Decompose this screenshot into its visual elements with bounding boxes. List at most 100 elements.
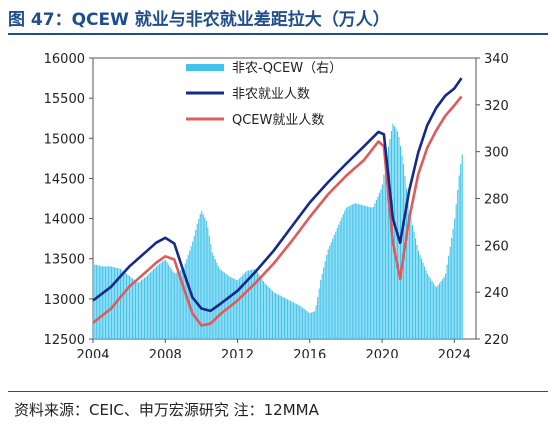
bar-mark bbox=[445, 273, 447, 339]
bar-mark bbox=[213, 255, 215, 339]
bar-mark bbox=[237, 280, 239, 339]
bar-mark bbox=[231, 277, 233, 339]
bar-mark bbox=[317, 297, 319, 339]
bar-mark bbox=[204, 217, 206, 339]
bar-mark bbox=[347, 206, 349, 339]
bar-mark bbox=[92, 264, 94, 339]
bar-mark bbox=[122, 271, 125, 339]
bar-mark bbox=[436, 287, 438, 339]
bar-mark bbox=[253, 269, 255, 339]
bar-mark bbox=[404, 176, 406, 339]
bar-mark bbox=[318, 288, 320, 339]
y-right-tick-label: 320 bbox=[484, 99, 509, 114]
bar-mark bbox=[119, 269, 122, 339]
bar-mark bbox=[375, 199, 377, 339]
bar-mark bbox=[118, 268, 120, 339]
bar-mark bbox=[268, 287, 271, 339]
bar-mark bbox=[448, 255, 450, 339]
bar-mark bbox=[262, 281, 265, 339]
bar-mark bbox=[387, 146, 389, 339]
bar-mark bbox=[205, 220, 207, 339]
bar-mark bbox=[171, 269, 173, 339]
bar-mark bbox=[356, 203, 358, 339]
bar-mark bbox=[351, 204, 353, 339]
bar-mark bbox=[405, 188, 408, 339]
bar-mark bbox=[145, 276, 147, 339]
bar-mark bbox=[265, 284, 268, 339]
legend-label-nfp: 非农就业人数 bbox=[232, 87, 310, 102]
bar-mark bbox=[134, 280, 137, 339]
bar-mark bbox=[416, 244, 418, 339]
bar-mark bbox=[410, 218, 412, 339]
bar-mark bbox=[411, 225, 414, 339]
bar-mark bbox=[342, 214, 344, 339]
bar-mark bbox=[210, 244, 212, 339]
y-right-tick-label: 240 bbox=[484, 286, 509, 301]
bar-mark bbox=[460, 164, 462, 339]
bar-mark bbox=[172, 271, 174, 339]
source-note: 资料来源：CEIC、申万宏源研究 注：12MMA bbox=[14, 401, 319, 419]
y-left-tick-label: 12500 bbox=[44, 333, 85, 348]
bar-mark bbox=[153, 269, 155, 339]
bar-mark bbox=[428, 276, 430, 339]
bar-mark bbox=[139, 281, 141, 339]
bar-mark bbox=[116, 268, 118, 339]
bar-mark bbox=[366, 206, 368, 339]
bar-mark bbox=[147, 275, 149, 339]
bar-mark bbox=[181, 269, 183, 339]
bar-mark bbox=[207, 227, 209, 339]
bar-mark bbox=[381, 184, 383, 339]
bar-mark bbox=[201, 210, 203, 339]
bar-mark bbox=[192, 241, 194, 339]
line-qcew-employment bbox=[92, 95, 463, 327]
bar-mark bbox=[458, 175, 460, 339]
bar-mark bbox=[335, 231, 337, 339]
bar-mark bbox=[378, 192, 380, 339]
bar-mark bbox=[437, 285, 439, 339]
bar-mark bbox=[294, 303, 296, 339]
bar-mark bbox=[196, 224, 198, 339]
bar-mark bbox=[326, 254, 328, 339]
y-left-tick-label: 14000 bbox=[44, 213, 85, 228]
x-tick-label: 2004 bbox=[76, 348, 109, 358]
bar-mark bbox=[151, 270, 153, 339]
bar-mark bbox=[431, 281, 433, 339]
bar-mark bbox=[174, 273, 176, 339]
bar-mark bbox=[142, 279, 144, 339]
bar-mark bbox=[270, 289, 272, 339]
bar-mark bbox=[256, 271, 259, 339]
bar-mark bbox=[100, 266, 102, 339]
bar-mark bbox=[418, 250, 420, 339]
bar-mark bbox=[299, 305, 301, 339]
bar-mark bbox=[121, 270, 123, 339]
bar-mark bbox=[238, 278, 240, 339]
bar-mark bbox=[217, 266, 219, 339]
bar-mark bbox=[160, 262, 162, 339]
bar-mark bbox=[288, 300, 290, 339]
bar-mark bbox=[150, 272, 152, 339]
bar-mark bbox=[302, 307, 304, 339]
bar-mark bbox=[368, 206, 370, 339]
bar-mark bbox=[178, 270, 180, 339]
bar-mark bbox=[240, 276, 242, 339]
bar-mark bbox=[320, 280, 322, 339]
bar-mark bbox=[338, 224, 340, 339]
bar-mark bbox=[455, 204, 457, 339]
bar-mark bbox=[332, 238, 334, 339]
bar-mark bbox=[350, 205, 352, 339]
bar-mark bbox=[442, 279, 444, 339]
bar-mark bbox=[386, 155, 388, 339]
bar-mark bbox=[407, 200, 409, 339]
bar-mark bbox=[131, 278, 134, 339]
bar-mark bbox=[136, 281, 138, 339]
bar-mark bbox=[279, 295, 281, 339]
bar-mark bbox=[235, 279, 237, 339]
bar-mark bbox=[327, 249, 329, 339]
bar-mark bbox=[427, 273, 429, 339]
bar-mark bbox=[357, 204, 359, 339]
bar-mark bbox=[360, 204, 362, 339]
bar-mark bbox=[430, 278, 432, 339]
bar-mark bbox=[216, 262, 218, 339]
bar-mark bbox=[315, 305, 317, 339]
bar-mark bbox=[449, 246, 451, 339]
